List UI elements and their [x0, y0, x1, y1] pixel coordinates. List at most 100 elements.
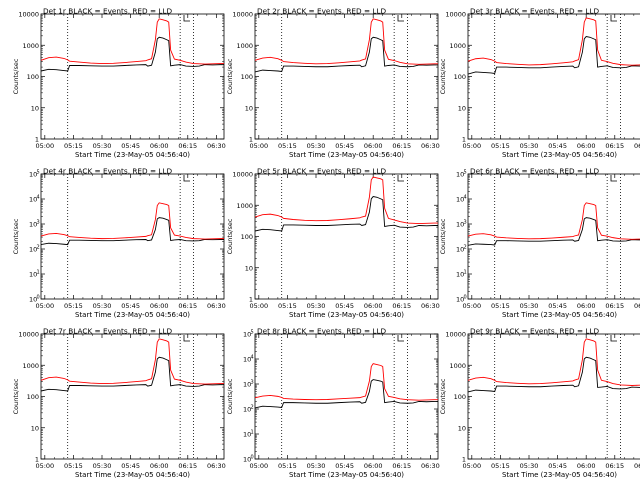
- series-lld-line: [40, 18, 224, 65]
- x-tick-label: 05:00: [249, 142, 268, 150]
- corner-bracket-mark: [610, 175, 617, 182]
- x-tick-label: 05:45: [121, 302, 140, 310]
- y-tick-label: 10: [31, 424, 39, 432]
- y-tick-label: 100: [241, 73, 253, 81]
- x-tick-label: 05:15: [491, 302, 510, 310]
- x-tick-label: 06:15: [178, 462, 197, 470]
- x-axis-label: Start Time (23-May-05 04:56:40): [75, 311, 190, 319]
- series-lld-line: [467, 17, 640, 66]
- y-tick-label: 10000: [18, 11, 39, 19]
- x-tick-label: 05:30: [93, 142, 112, 150]
- y-tick-label: 10: [31, 104, 39, 112]
- series-lld-line: [254, 18, 438, 65]
- y-tick-label: 10: [245, 104, 253, 112]
- x-tick-label: 05:45: [335, 142, 354, 150]
- series-lld-line: [40, 338, 224, 385]
- y-tick-label: 1: [462, 136, 466, 144]
- x-tick-label: 06:15: [178, 142, 197, 150]
- series-events-line: [467, 36, 640, 75]
- x-tick-label: 06:30: [421, 462, 440, 470]
- series-events-line: [40, 217, 224, 246]
- series-events-line: [254, 36, 438, 73]
- y-tick-label: 10: [245, 264, 253, 272]
- y-tick-label-exponent: 5: [464, 170, 467, 176]
- y-tick-label: 1000: [449, 42, 466, 50]
- x-tick-label: 05:30: [307, 142, 326, 150]
- corner-bracket-mark: [610, 335, 617, 342]
- corner-bracket-mark: [183, 335, 190, 342]
- x-tick-label: 06:15: [178, 302, 197, 310]
- x-tick-label: 05:30: [93, 302, 112, 310]
- panel-title: Det 2r BLACK = Events, RED = LLD: [257, 7, 387, 16]
- x-tick-label: 05:15: [64, 462, 83, 470]
- y-tick-label-exponent: 5: [251, 330, 254, 336]
- corner-bracket-mark: [397, 175, 404, 182]
- y-tick-label-base: 10: [456, 171, 464, 179]
- y-tick-label: 10000: [445, 331, 466, 339]
- y-axis-label: Counts/sec: [12, 378, 20, 414]
- x-tick-label: 05:45: [121, 462, 140, 470]
- y-axis-label: Counts/sec: [12, 58, 20, 94]
- detector-panel: Det 3r BLACK = Events, RED = LLD 1 10 100 10…: [439, 7, 640, 159]
- y-tick-label: 100: [241, 233, 253, 241]
- y-tick-label-base: 10: [29, 221, 37, 229]
- y-tick-label: 1: [249, 296, 253, 304]
- x-tick-label: 06:15: [605, 142, 624, 150]
- x-tick-label: 06:30: [634, 302, 640, 310]
- detector-panel: Det 2r BLACK = Events, RED = LLD 1 10 100 10…: [226, 7, 440, 160]
- x-tick-label: 06:30: [207, 142, 226, 150]
- x-axis-label: Start Time (23-May-05 04:56:40): [502, 151, 617, 159]
- x-tick-label: 06:30: [421, 142, 440, 150]
- x-tick-label: 05:15: [64, 142, 83, 150]
- y-tick-label-base: 10: [456, 221, 464, 229]
- x-tick-label: 06:00: [364, 302, 383, 310]
- y-tick-label-exponent: 4: [37, 195, 40, 201]
- y-tick-label-base: 10: [243, 331, 251, 339]
- y-tick-label: 1: [249, 136, 253, 144]
- x-axis-label: Start Time (23-May-05 04:56:40): [75, 151, 190, 159]
- y-axis-label: Counts/sec: [439, 58, 447, 94]
- y-tick-label-exponent: 3: [37, 220, 40, 226]
- detector-panel: Det 7r BLACK = Events, RED = LLD 1 10 100 10…: [12, 327, 226, 480]
- x-tick-label: 05:45: [548, 462, 567, 470]
- panel-title: Det 5r BLACK = Events, RED = LLD: [257, 167, 387, 176]
- x-tick-label: 05:15: [491, 142, 510, 150]
- x-tick-label: 05:15: [64, 302, 83, 310]
- x-tick-label: 05:00: [35, 462, 54, 470]
- y-tick-label-base: 10: [29, 196, 37, 204]
- x-tick-label: 05:15: [278, 142, 297, 150]
- x-tick-label: 05:45: [548, 142, 567, 150]
- panel-title: Det 4r BLACK = Events, RED = LLD: [43, 167, 173, 176]
- x-tick-label: 06:15: [392, 302, 411, 310]
- y-axis-label: Counts/sec: [226, 58, 234, 94]
- x-tick-label: 05:15: [278, 302, 297, 310]
- y-tick-label-base: 10: [456, 246, 464, 254]
- series-lld-line: [467, 202, 640, 240]
- y-tick-label: 1000: [236, 202, 253, 210]
- x-tick-label: 06:15: [392, 142, 411, 150]
- y-tick-label-exponent: 3: [251, 380, 254, 386]
- series-events-line: [254, 379, 438, 409]
- y-tick-label: 10000: [445, 11, 466, 19]
- x-tick-label: 06:15: [605, 302, 624, 310]
- x-axis-label: Start Time (23-May-05 04:56:40): [502, 311, 617, 319]
- y-tick-label-base: 10: [456, 296, 464, 304]
- y-tick-label-base: 10: [29, 246, 37, 254]
- corner-bracket-mark: [397, 335, 404, 342]
- corner-bracket-mark: [610, 15, 617, 22]
- x-tick-label: 05:45: [335, 302, 354, 310]
- panel-title: Det 8r BLACK = Events, RED = LLD: [257, 327, 387, 336]
- y-tick-label-exponent: 4: [251, 355, 254, 361]
- x-tick-label: 06:30: [207, 462, 226, 470]
- x-tick-label: 05:00: [35, 142, 54, 150]
- y-axis-label: Counts/sec: [226, 378, 234, 414]
- x-tick-label: 06:30: [634, 142, 640, 150]
- x-tick-label: 06:00: [364, 462, 383, 470]
- x-tick-label: 06:00: [577, 302, 596, 310]
- corner-bracket-mark: [397, 15, 404, 22]
- y-tick-label: 100: [27, 73, 39, 81]
- y-tick-label-base: 10: [243, 406, 251, 414]
